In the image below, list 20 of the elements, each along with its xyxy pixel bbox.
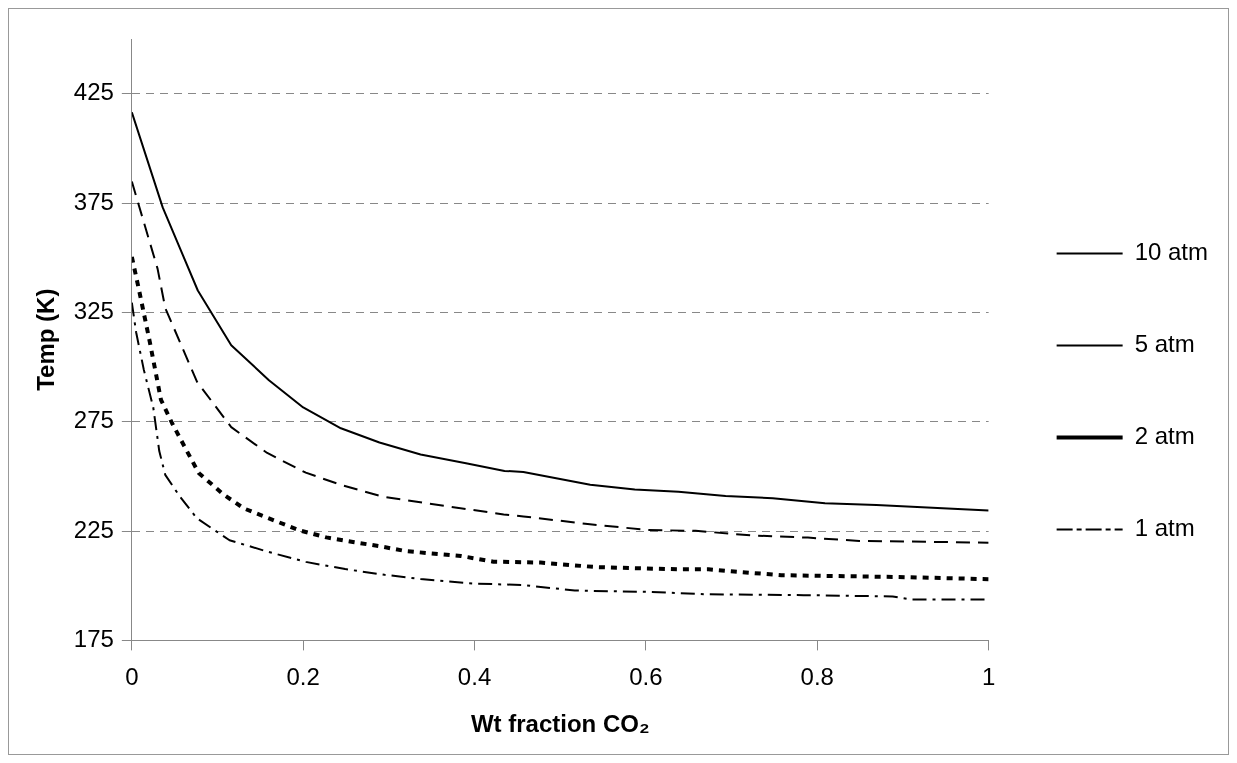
y-tick-label: 425 [73,78,114,106]
x-tick-label: 0.6 [629,663,663,691]
y-tick-label: 325 [73,296,114,324]
x-tick-label: 0.4 [457,663,492,691]
line-series [131,180,989,544]
x-axis-title: Wt fraction CO₂ [470,710,650,738]
legend-label: 5 atm [1134,330,1195,358]
line-series [131,254,989,582]
legend-label: 2 atm [1134,422,1195,450]
x-tick-label: 1 [981,663,996,691]
y-tick-label: 275 [73,406,114,434]
y-tick-label: 225 [73,515,114,543]
x-tick-label: 0 [125,663,139,691]
x-tick-label: 0.2 [286,663,320,691]
legend-label: 10 atm [1134,238,1208,266]
legend-label: 1 atm [1134,514,1195,542]
y-tick-label: 175 [73,625,114,653]
x-tick-label: 0.8 [800,663,834,691]
y-tick-label: 375 [73,187,114,215]
y-axis-title: Temp (K) [32,288,60,391]
